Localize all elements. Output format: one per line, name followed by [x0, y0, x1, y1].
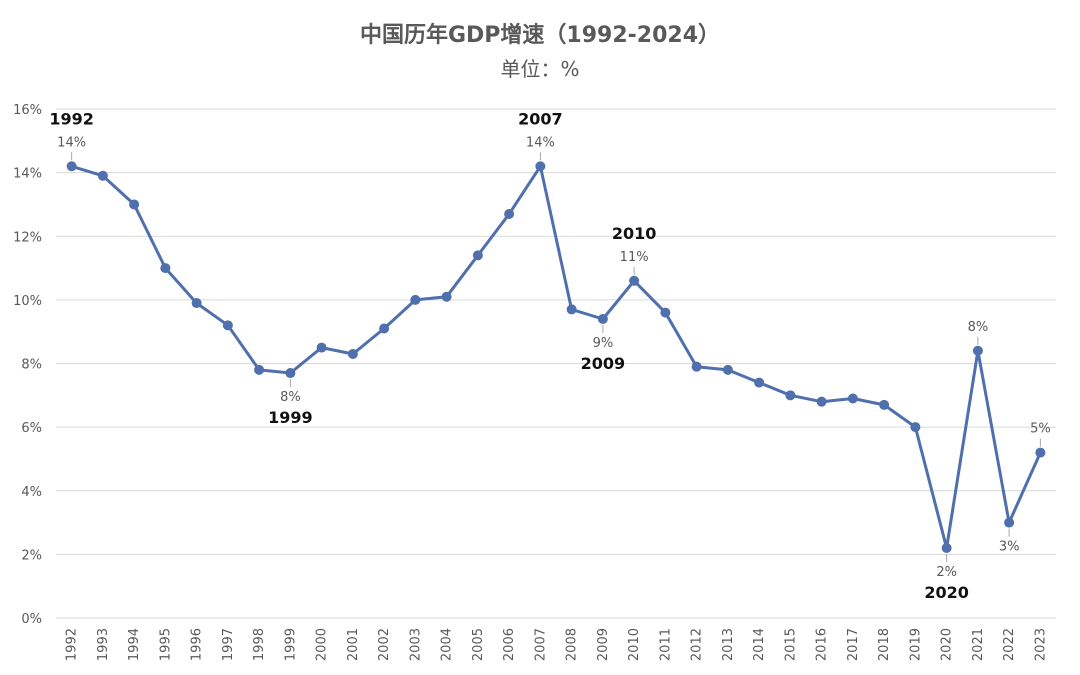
y-tick-label: 12% [13, 230, 42, 245]
data-point [347, 348, 358, 359]
x-tick-label: 2009 [596, 628, 611, 661]
x-tick-label: 2021 [971, 628, 986, 661]
x-tick-label: 1998 [252, 628, 267, 661]
data-point [816, 396, 827, 407]
x-tick-label: 2022 [1002, 628, 1017, 661]
year-annotation: 1992 [49, 109, 94, 128]
year-annotation: 2020 [924, 583, 969, 602]
data-point [410, 294, 421, 305]
x-tick-label: 2005 [471, 628, 486, 661]
x-tick-label: 2003 [408, 628, 423, 661]
data-point [1035, 447, 1046, 458]
x-tick-label: 2002 [377, 628, 392, 661]
data-point [504, 208, 515, 219]
x-tick-label: 2000 [315, 628, 330, 661]
chart-subtitle: 单位：% [500, 57, 579, 81]
y-tick-label: 4% [21, 485, 42, 500]
data-point [129, 199, 140, 210]
gridlines [56, 108, 1056, 619]
data-point [941, 543, 952, 554]
data-point [566, 304, 577, 315]
x-tick-label: 2016 [815, 628, 830, 661]
data-label: 8% [968, 320, 989, 335]
year-annotation: 1999 [268, 408, 313, 427]
x-axis-ticks: 1992 1993 1994 1995 1996 1997 1998 1999 2000 2001… [65, 628, 1049, 661]
x-tick-label: 2020 [940, 628, 955, 661]
series-line-layer [71, 164, 1042, 550]
x-tick-label: 2001 [346, 628, 361, 661]
x-tick-label: 2018 [877, 628, 892, 661]
x-tick-label: 2023 [1033, 628, 1048, 661]
y-tick-label: 14% [13, 167, 42, 182]
y-tick-label: 10% [13, 294, 42, 309]
series-line [71, 164, 1042, 550]
data-point [660, 307, 671, 318]
data-point [972, 345, 983, 356]
x-tick-label: 1993 [96, 628, 111, 661]
x-tick-label: 2010 [627, 628, 642, 661]
data-point [722, 364, 733, 375]
data-point [254, 364, 265, 375]
data-point [754, 377, 765, 388]
y-tick-label: 0% [21, 612, 42, 627]
x-tick-label: 1999 [283, 628, 298, 661]
y-tick-label: 6% [21, 421, 42, 436]
chart-title: 中国历年GDP增速（1992-2024） [360, 22, 720, 48]
data-label: 8% [280, 390, 301, 405]
year-annotation: 2010 [612, 224, 657, 243]
data-point [1004, 517, 1015, 528]
annotations: 14% 1992 8% 1999 14% 2007 9% 2009 11% 2010 2% 2020 8… [49, 109, 1050, 602]
x-tick-label: 2008 [565, 628, 580, 661]
data-point [441, 291, 452, 302]
data-label: 9% [593, 336, 614, 351]
y-axis-ticks: 0% 2% 4% 6% 8% 10% 12% 14% 16% [13, 103, 42, 627]
x-tick-label: 2011 [658, 628, 673, 661]
data-point [597, 313, 608, 324]
data-label: 11% [620, 250, 649, 265]
x-tick-label: 2014 [752, 628, 767, 661]
x-tick-label: 1994 [127, 628, 142, 661]
data-point [222, 320, 233, 331]
data-point [191, 298, 202, 309]
x-tick-label: 2012 [690, 628, 705, 661]
data-point [160, 263, 171, 274]
x-tick-label: 2015 [783, 628, 798, 661]
x-tick-label: 2017 [846, 628, 861, 661]
x-tick-label: 2004 [440, 628, 455, 661]
x-tick-label: 1995 [158, 628, 173, 661]
data-point [910, 422, 921, 433]
data-point [785, 390, 796, 401]
data-point [66, 161, 77, 172]
year-annotation: 2009 [581, 354, 626, 373]
data-point [629, 275, 640, 286]
data-point [847, 393, 858, 404]
data-point [97, 170, 108, 181]
data-label: 5% [1030, 422, 1051, 437]
data-point [535, 161, 546, 172]
data-label: 14% [57, 135, 86, 150]
data-points [66, 161, 1046, 554]
x-tick-label: 1997 [221, 628, 236, 661]
data-label: 2% [936, 565, 957, 580]
y-tick-label: 16% [13, 103, 42, 118]
data-point [379, 323, 390, 334]
data-label: 14% [526, 135, 555, 150]
x-tick-label: 2007 [533, 628, 548, 661]
year-annotation: 2007 [518, 109, 563, 128]
data-point [285, 368, 296, 379]
x-tick-label: 2013 [721, 628, 736, 661]
y-tick-label: 2% [21, 548, 42, 563]
x-tick-label: 2006 [502, 628, 517, 661]
data-label: 3% [999, 540, 1020, 555]
x-tick-label: 2019 [908, 628, 923, 661]
data-point [316, 342, 327, 353]
x-tick-label: 1992 [65, 628, 80, 661]
y-tick-label: 8% [21, 358, 42, 373]
data-point [472, 250, 483, 261]
data-point [691, 361, 702, 372]
data-point [879, 399, 890, 410]
x-tick-label: 1996 [190, 628, 205, 661]
